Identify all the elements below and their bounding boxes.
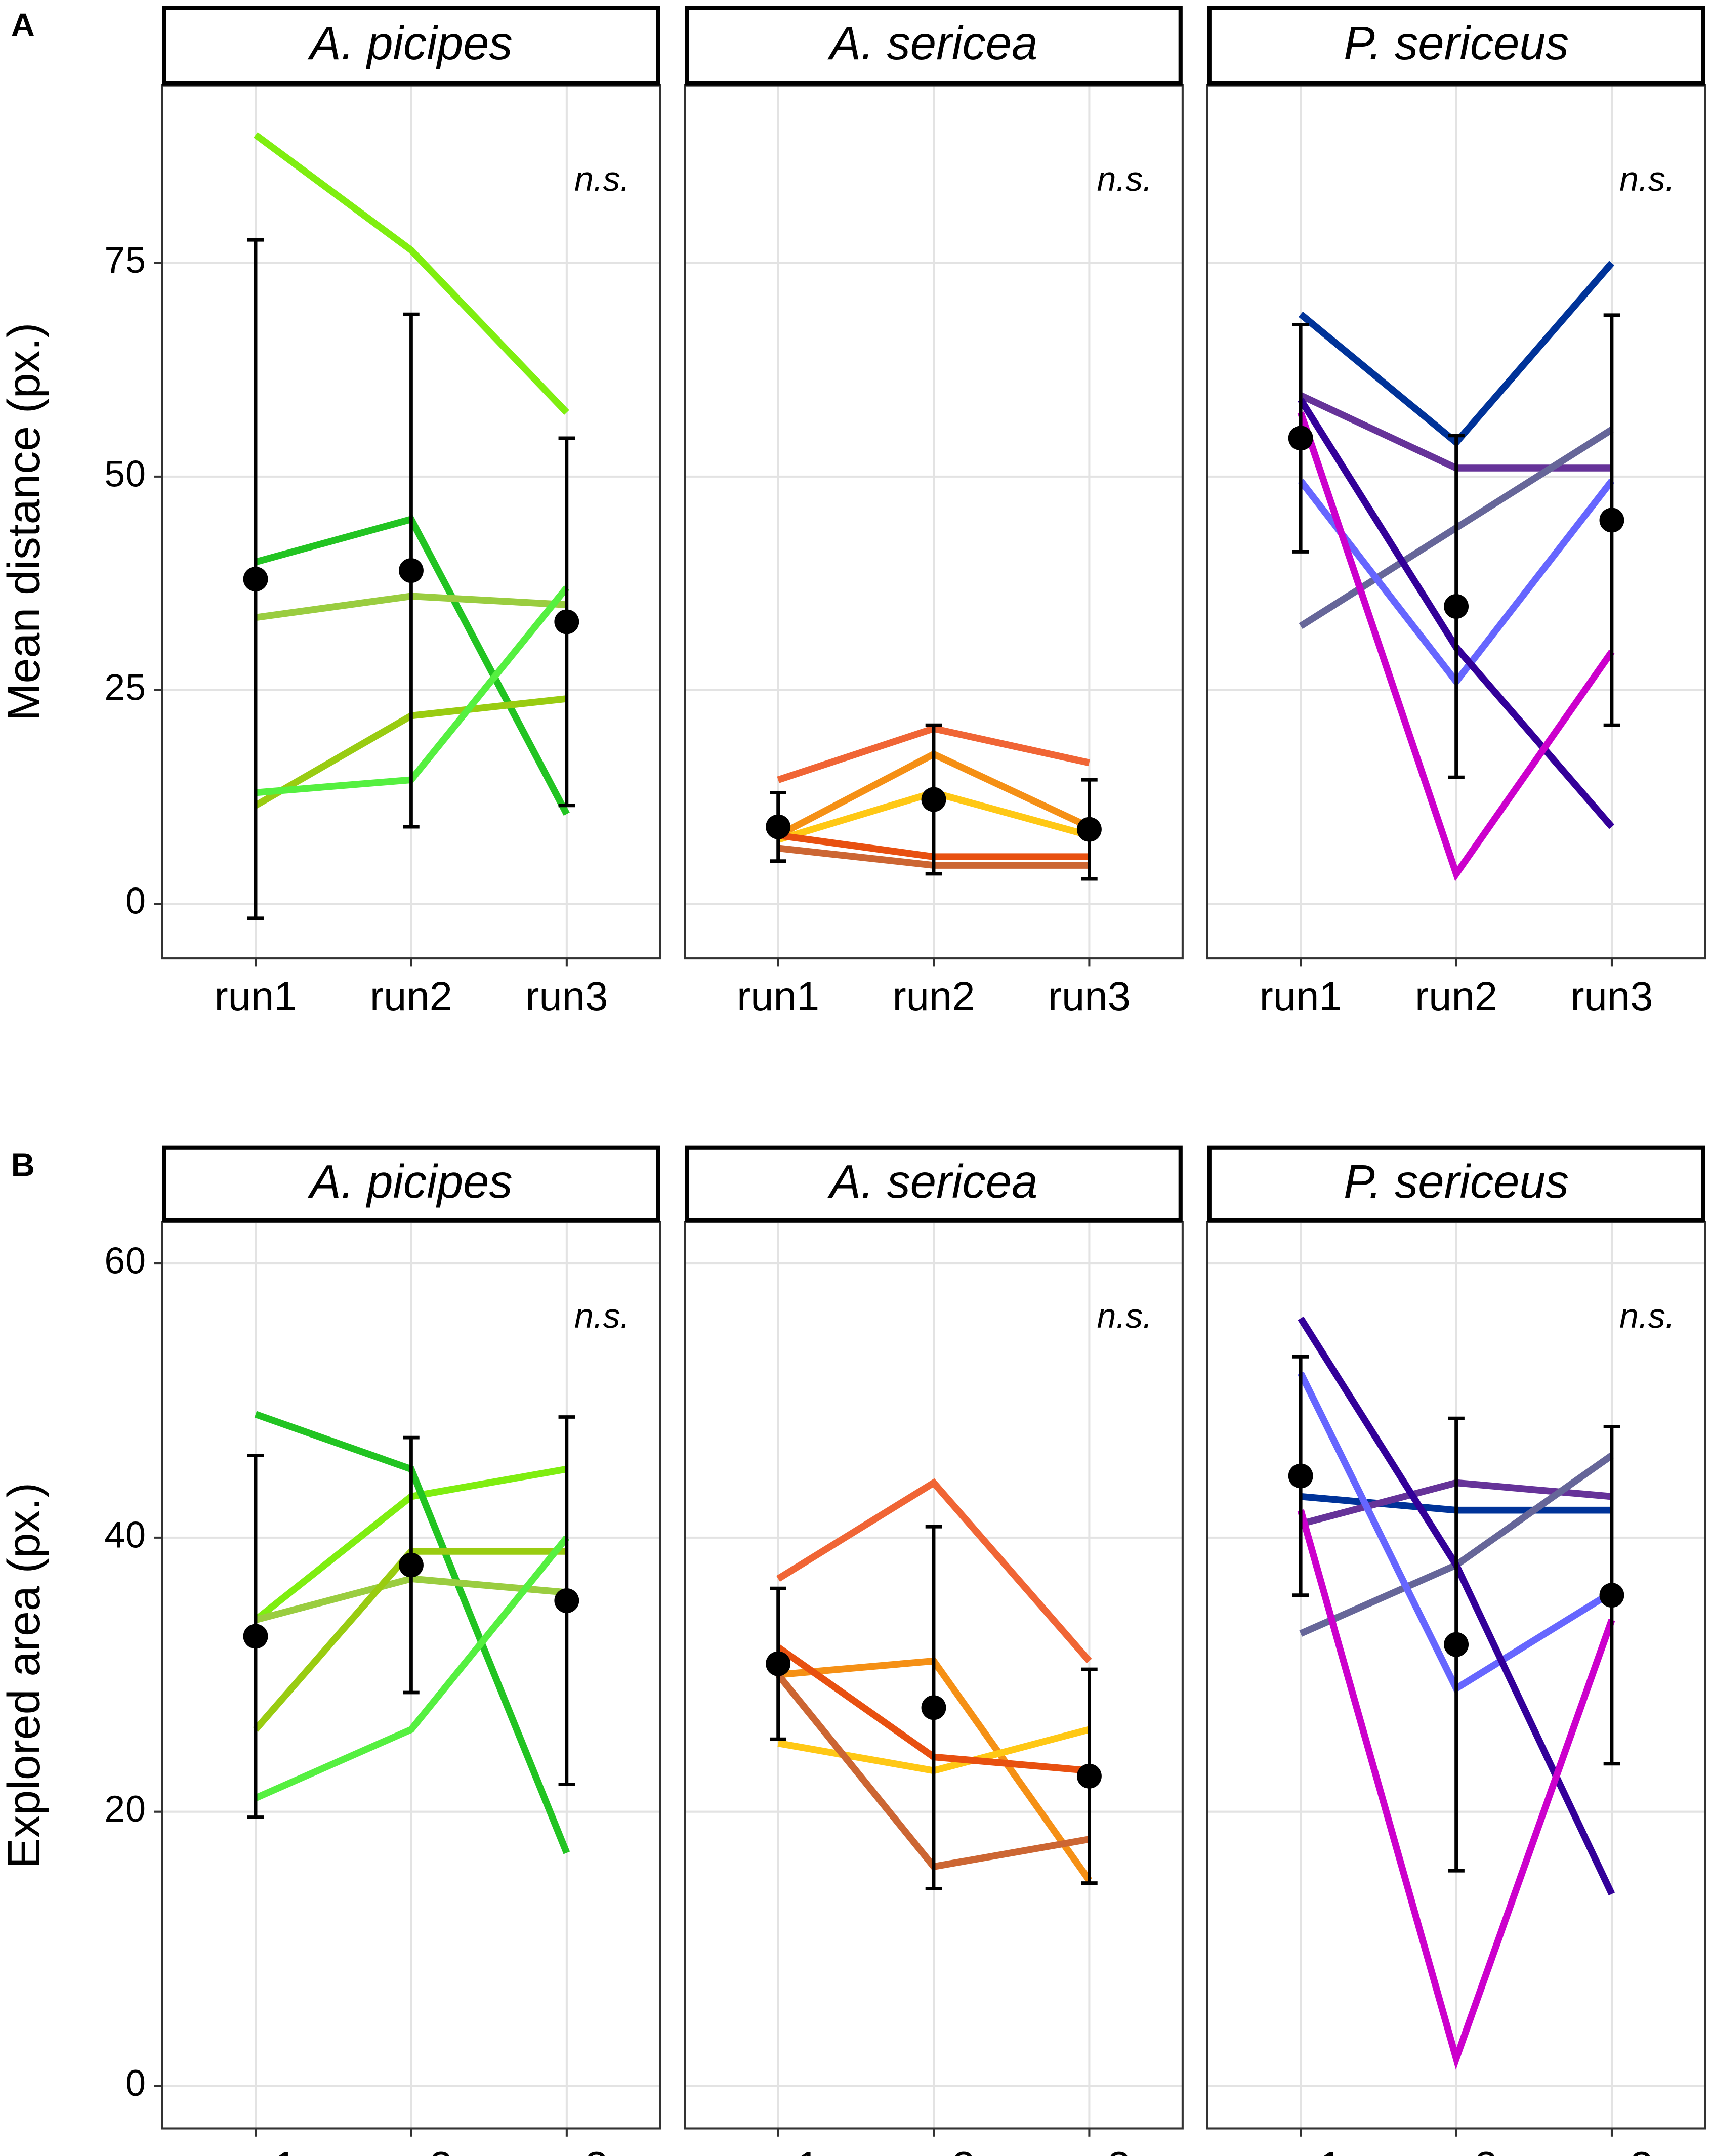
mean-point: [1076, 817, 1102, 842]
panel-label: A: [11, 7, 35, 44]
mean-point: [243, 1624, 268, 1649]
individual-line: [1297, 411, 1615, 881]
annotation: n.s.: [574, 1297, 630, 1335]
x-tick-label: run2: [1415, 974, 1497, 1020]
facet-strip: [162, 1145, 660, 1222]
x-tick-label: run1: [215, 2144, 297, 2156]
individual-line: [254, 1535, 570, 1801]
mean-point: [1599, 1583, 1624, 1608]
mean-point: [243, 567, 268, 591]
x-tick-label: run2: [892, 974, 975, 1020]
x-tick-label: run1: [737, 974, 819, 1020]
facet-title: P. sericeus: [1344, 1155, 1569, 1208]
annotation: n.s.: [574, 160, 630, 198]
annotation: n.s.: [1619, 1297, 1675, 1335]
mean-point: [1444, 594, 1469, 619]
facet-title: A. sericea: [827, 1155, 1038, 1208]
x-tick-label: run3: [1570, 974, 1653, 1020]
x-tick-label: run3: [525, 2144, 608, 2156]
facet-strip: [1207, 1145, 1705, 1222]
x-tick-label: run1: [737, 2144, 819, 2156]
mean-point: [554, 609, 579, 635]
facet-strip: [1207, 6, 1705, 86]
mean-point: [766, 814, 791, 839]
y-axis-label: Explored area (px.): [0, 1483, 50, 1868]
mean-point: [1288, 1463, 1313, 1489]
mean-point: [921, 787, 946, 812]
mean-point: [921, 1695, 946, 1720]
facet-strip: [162, 6, 660, 86]
y-tick-label: 40: [104, 1514, 146, 1555]
y-axis-label: Mean distance (px.): [0, 323, 50, 721]
y-tick-label: 60: [104, 1240, 146, 1281]
mean-point: [399, 558, 424, 583]
y-tick-label: 50: [104, 453, 146, 494]
individual-line: [776, 1478, 1092, 1664]
facet-title: P. sericeus: [1344, 17, 1569, 69]
y-tick-label: 25: [104, 666, 146, 708]
x-tick-label: run1: [1260, 974, 1342, 1020]
mean-point: [766, 1651, 791, 1676]
y-tick-label: 0: [125, 2062, 146, 2104]
facet-title: A. picipes: [307, 1155, 512, 1208]
x-tick-label: run3: [1048, 974, 1131, 1020]
mean-point: [554, 1588, 579, 1613]
mean-point: [1599, 508, 1624, 533]
x-tick-label: run2: [370, 2144, 452, 2156]
mean-point: [399, 1552, 424, 1578]
mean-point: [1444, 1632, 1469, 1657]
individual-line: [254, 132, 569, 415]
mean-point: [1288, 426, 1313, 451]
x-tick-label: run3: [1048, 2144, 1131, 2156]
panel-label: B: [11, 1146, 35, 1183]
annotation: n.s.: [1619, 160, 1675, 198]
mean-point: [1076, 1763, 1102, 1789]
y-tick-label: 75: [104, 239, 146, 281]
individual-line: [1297, 1509, 1615, 2070]
x-tick-label: run3: [1570, 2144, 1653, 2156]
x-tick-label: run1: [215, 974, 297, 1020]
facet-strip: [685, 6, 1183, 86]
facet-title: A. sericea: [827, 17, 1038, 69]
x-tick-label: run2: [370, 974, 452, 1020]
facet-title: A. picipes: [307, 17, 512, 69]
x-tick-label: run2: [892, 2144, 975, 2156]
annotation: n.s.: [1097, 160, 1152, 198]
annotation: n.s.: [1097, 1297, 1152, 1335]
x-tick-label: run3: [525, 974, 608, 1020]
facet-strip: [685, 1145, 1183, 1222]
x-tick-label: run2: [1415, 2144, 1497, 2156]
x-tick-label: run1: [1260, 2144, 1342, 2156]
y-tick-label: 20: [104, 1788, 146, 1830]
y-tick-label: 0: [125, 880, 146, 921]
